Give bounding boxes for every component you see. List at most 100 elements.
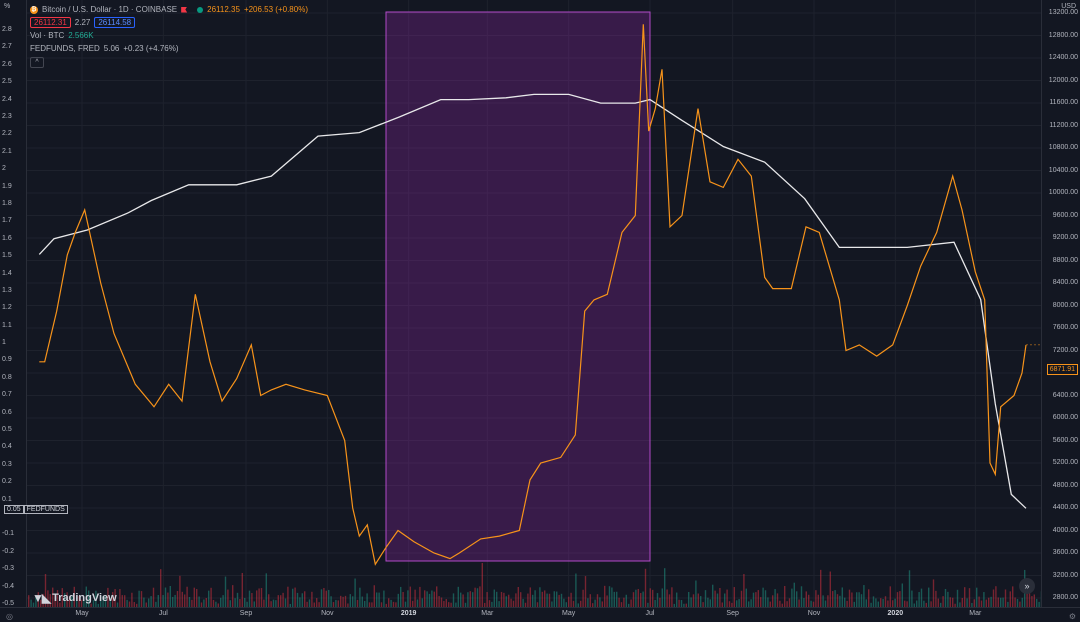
flag-icon[interactable] [181, 6, 188, 13]
volume-legend[interactable]: Vol · BTC 2.566K [30, 29, 308, 42]
volume-bar [820, 569, 822, 608]
chart-canvas[interactable] [26, 0, 1042, 608]
volume-bar [28, 595, 30, 608]
volume-bar [311, 591, 313, 608]
volume-bar [90, 603, 92, 608]
volume-bar [714, 590, 716, 608]
volume-bar [246, 601, 248, 608]
volume-bar [709, 599, 711, 608]
volume-bar [265, 573, 267, 608]
volume-bar [532, 594, 534, 608]
volume-bar [712, 584, 714, 608]
volume-bar [284, 598, 287, 608]
volume-bar [608, 586, 611, 608]
volume-bar [210, 587, 212, 608]
volume-bar [64, 593, 66, 608]
scroll-to-realtime-button[interactable]: » [1019, 578, 1035, 594]
volume-bar [198, 596, 200, 608]
highlighted-range[interactable] [385, 11, 651, 562]
volume-bar [498, 601, 500, 608]
right-tick-label: 4400.00 [1052, 504, 1078, 511]
volume-bar [908, 570, 911, 608]
volume-bar [100, 596, 102, 608]
right-unit-label[interactable]: USD [1061, 3, 1076, 10]
volume-bar [167, 592, 169, 608]
right-tick-label: 7200.00 [1052, 346, 1078, 354]
volume-bar [371, 602, 373, 608]
volume-bar [776, 593, 779, 608]
volume-bar [335, 599, 337, 608]
bitcoin-icon: ₿ [30, 5, 38, 14]
fedfunds-tag: 0.05 FEDFUNDS [4, 505, 68, 514]
volume-bar [827, 595, 829, 608]
volume-bar [985, 599, 987, 608]
volume-bar [512, 600, 515, 608]
fedfunds-tag-label: FEDFUNDS [23, 505, 68, 514]
time-tick-label: Mar [481, 610, 494, 617]
left-tick-label: -0.4 [2, 582, 15, 590]
time-tick-label: May [75, 610, 89, 617]
volume-bar [155, 601, 157, 608]
volume-bar [630, 599, 632, 608]
volume-bar [460, 592, 462, 608]
volume-bar [851, 592, 853, 608]
gear-icon[interactable]: ⚙ [1068, 612, 1076, 621]
left-price-scale[interactable]: % 2.8 2.7 2.6 2.5 2.4 2.3 2.2 2.1 2 1.9 1.8 1.7 1.6 1… [0, 0, 27, 608]
globe-icon[interactable]: ◎ [6, 612, 13, 621]
right-tick-label: 13200.00 [1048, 9, 1078, 16]
volume-bar [114, 589, 116, 608]
volume-bar [808, 594, 810, 608]
volume-bar [810, 600, 812, 608]
volume-bar [491, 601, 493, 608]
volume-bar [160, 569, 162, 608]
volume-bar [1031, 596, 1033, 608]
symbol-title[interactable]: Bitcoin / U.S. Dollar · 1D · COINBASE [42, 4, 178, 14]
right-tick-label: 10800.00 [1048, 144, 1078, 151]
volume-bar [1021, 597, 1023, 608]
volume-bar [570, 592, 572, 608]
volume-bar [568, 596, 570, 608]
volume-bar [217, 603, 219, 608]
volume-bar [923, 600, 925, 608]
symbol-row[interactable]: ₿ Bitcoin / U.S. Dollar · 1D · COINBASE … [30, 3, 308, 16]
volume-bar [966, 598, 968, 608]
buy-button[interactable]: 26114.58 [94, 17, 136, 28]
sell-button[interactable]: 26112.31 [30, 17, 71, 28]
volume-bar [143, 597, 145, 608]
volume-bar [748, 601, 750, 608]
left-tick-label: 1.7 [2, 217, 12, 225]
left-unit-label: % [4, 3, 11, 10]
volume-bar [992, 589, 995, 608]
volume-bar [1009, 591, 1011, 608]
volume-bar [80, 599, 83, 608]
volume-bar [263, 599, 265, 608]
volume-bar [683, 603, 685, 608]
volume-bar [836, 594, 839, 608]
left-tick-label: 2.6 [2, 60, 12, 68]
volume-bar [352, 596, 354, 608]
volume-bar [181, 591, 183, 608]
tradingview-logo[interactable]: ▼◣ TradingView [32, 591, 117, 605]
volume-bar [750, 599, 752, 608]
volume-bar [688, 591, 690, 608]
volume-bar [556, 591, 558, 608]
volume-bar [640, 593, 642, 608]
volume-bar [870, 602, 872, 608]
volume-bar [517, 586, 519, 608]
volume-bar [349, 594, 351, 608]
volume-bar [455, 602, 457, 608]
volume-bar [940, 602, 942, 608]
volume-bar [918, 592, 920, 608]
volume-bar [200, 602, 203, 608]
right-price-scale[interactable]: USD 13200.00 12800.00 12400.00 12000.00 1160… [1041, 0, 1080, 608]
left-tick-label: -0.2 [2, 547, 15, 555]
left-tick-label: 2.8 [2, 26, 12, 33]
collapse-legend-button[interactable]: ^ [30, 56, 44, 68]
volume-bar [880, 598, 882, 608]
volume-bar [102, 595, 104, 608]
volume-bar [56, 590, 59, 608]
volume-bar [803, 598, 805, 608]
volume-bars [28, 563, 1042, 608]
fedfunds-legend[interactable]: FEDFUNDS, FRED 5.06 +0.23 (+4.76%) [30, 42, 308, 55]
time-scale[interactable]: ◎ May Jul Sep Nov 2019 Mar May Jul Sep Nov 2020 Mar… [0, 607, 1080, 622]
